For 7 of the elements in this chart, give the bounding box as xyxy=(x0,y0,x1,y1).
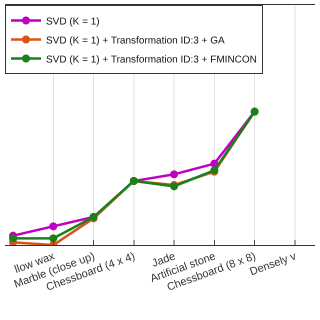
point xyxy=(9,234,18,242)
point xyxy=(49,234,58,242)
legend-label: SVD (K = 1) xyxy=(46,16,100,28)
legend-label: SVD (K = 1) + Transformation ID:3 + FMINCON xyxy=(46,54,257,66)
legend-label: SVD (K = 1) + Transformation ID:3 + GA xyxy=(46,35,226,46)
point xyxy=(170,170,178,178)
point xyxy=(49,222,58,230)
